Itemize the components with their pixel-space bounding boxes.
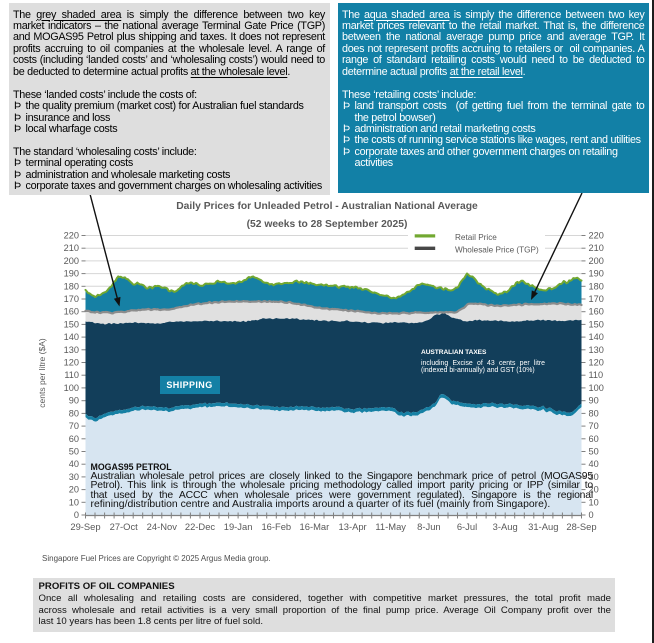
svg-text:160: 160 [589,307,604,317]
svg-text:19-Jan: 19-Jan [224,521,253,532]
svg-text:170: 170 [64,294,79,304]
svg-text:130: 130 [64,345,79,355]
svg-text:3-Aug: 3-Aug [493,521,518,532]
svg-text:6-Jul: 6-Jul [457,521,477,532]
svg-text:13-Apr: 13-Apr [339,521,367,532]
svg-text:210: 210 [589,243,604,253]
svg-text:80: 80 [589,408,599,418]
svg-text:120: 120 [589,358,604,368]
svg-text:150: 150 [589,319,604,329]
svg-text:180: 180 [64,281,79,291]
svg-text:200: 200 [64,256,79,266]
svg-text:22-Dec: 22-Dec [185,521,216,532]
svg-text:11-May: 11-May [375,521,406,532]
svg-text:110: 110 [589,370,604,380]
svg-text:210: 210 [64,243,79,253]
svg-text:24-Nov: 24-Nov [147,521,178,532]
svg-text:70: 70 [589,421,599,431]
svg-text:170: 170 [589,294,604,304]
svg-text:40: 40 [589,459,599,469]
svg-text:220: 220 [589,231,604,241]
svg-text:90: 90 [589,396,599,406]
svg-text:140: 140 [589,332,604,342]
svg-text:100: 100 [64,383,79,393]
svg-text:Retail Price: Retail Price [455,233,497,242]
svg-text:20: 20 [589,485,599,495]
svg-text:180: 180 [589,281,604,291]
svg-text:16-Mar: 16-Mar [300,521,330,532]
svg-text:0: 0 [74,510,79,520]
svg-text:29-Sep: 29-Sep [70,521,100,532]
svg-text:200: 200 [589,256,604,266]
svg-text:50: 50 [69,447,79,457]
svg-text:60: 60 [69,434,79,444]
svg-text:10: 10 [69,497,79,507]
svg-text:190: 190 [64,269,79,279]
svg-text:110: 110 [64,370,79,380]
svg-text:190: 190 [589,269,604,279]
svg-text:8-Jun: 8-Jun [417,521,440,532]
svg-text:27-Oct: 27-Oct [110,521,139,532]
svg-text:140: 140 [64,332,79,342]
svg-text:120: 120 [64,358,79,368]
svg-text:80: 80 [69,408,79,418]
svg-text:60: 60 [589,434,599,444]
svg-text:130: 130 [589,345,604,355]
svg-text:0: 0 [589,510,594,520]
svg-text:150: 150 [64,319,79,329]
svg-text:30: 30 [589,472,599,482]
svg-text:16-Feb: 16-Feb [261,521,291,532]
svg-text:31-Aug: 31-Aug [528,521,558,532]
svg-text:40: 40 [69,459,79,469]
svg-text:70: 70 [69,421,79,431]
svg-text:10: 10 [589,497,599,507]
svg-text:100: 100 [589,383,604,393]
svg-text:30: 30 [69,472,79,482]
svg-text:90: 90 [69,396,79,406]
svg-text:28-Sep: 28-Sep [566,521,596,532]
svg-text:cents per litre ($A): cents per litre ($A) [37,338,47,408]
svg-text:220: 220 [64,231,79,241]
svg-text:20: 20 [69,485,79,495]
svg-text:Wholesale Price (TGP): Wholesale Price (TGP) [455,245,539,254]
svg-text:160: 160 [64,307,79,317]
svg-text:50: 50 [589,447,599,457]
